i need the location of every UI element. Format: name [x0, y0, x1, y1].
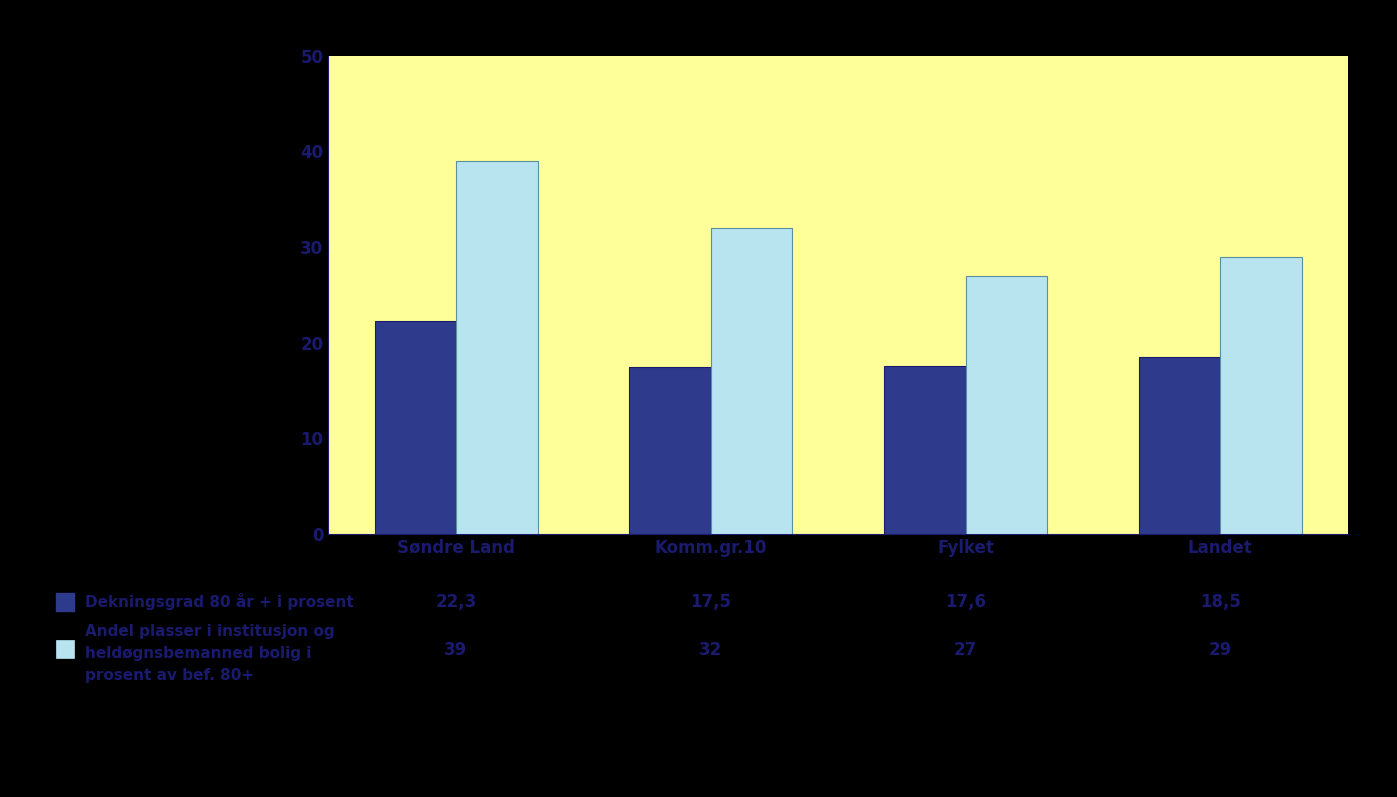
Text: 22,3: 22,3 [434, 593, 476, 611]
Bar [884, 366, 965, 534]
Text: 18,5: 18,5 [1200, 593, 1241, 611]
Bar [1220, 257, 1302, 534]
Text: Andel plasser i institusjon og: Andel plasser i institusjon og [85, 624, 335, 638]
Text: prosent av bef. 80+: prosent av bef. 80+ [85, 669, 254, 683]
Bar [457, 161, 538, 534]
Text: 17,6: 17,6 [946, 593, 986, 611]
Bar [711, 228, 792, 534]
Text: 32: 32 [698, 641, 722, 658]
Text: heldøgnsbemanned bolig i: heldøgnsbemanned bolig i [85, 646, 312, 661]
Bar [1139, 357, 1220, 534]
Text: Dekningsgrad 80 år + i prosent: Dekningsgrad 80 år + i prosent [85, 593, 353, 611]
Text: 29: 29 [1208, 641, 1232, 658]
Text: 27: 27 [954, 641, 978, 658]
Text: 39: 39 [444, 641, 468, 658]
Bar [629, 367, 711, 534]
Bar [965, 276, 1048, 534]
Bar [374, 320, 457, 534]
Text: 17,5: 17,5 [690, 593, 731, 611]
